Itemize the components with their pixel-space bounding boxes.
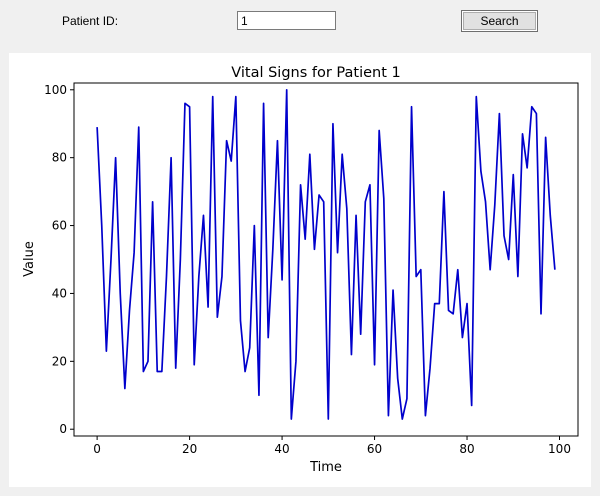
x-tick-label: 60 (367, 442, 382, 456)
x-tick-label: 20 (182, 442, 197, 456)
y-tick-label: 0 (59, 422, 67, 436)
y-axis-label: Value (22, 241, 37, 277)
y-axis: 0 20 40 60 80 100 (44, 83, 74, 436)
series-line (96, 88, 556, 420)
y-tick-label: 20 (52, 354, 67, 368)
y-tick-label: 100 (44, 83, 67, 97)
x-axis: 0 20 40 60 80 100 (93, 436, 571, 456)
y-tick-label: 80 (52, 151, 67, 165)
patient-id-label: Patient ID: (62, 14, 119, 28)
search-toolbar: Patient ID: Search (0, 0, 600, 44)
plot-panel: Vital Signs for Patient 1 0 20 40 60 80 100 0… (9, 53, 591, 487)
x-tick-label: 0 (93, 442, 101, 456)
plot-area-frame (73, 82, 579, 437)
chart-title: Vital Signs for Patient 1 (231, 65, 401, 81)
x-tick-label: 80 (459, 442, 474, 456)
x-tick-label: 40 (274, 442, 289, 456)
search-button[interactable]: Search (461, 10, 538, 32)
x-tick-label: 100 (548, 442, 571, 456)
y-tick-label: 40 (52, 286, 67, 300)
patient-id-input[interactable] (237, 11, 336, 30)
y-tick-label: 60 (52, 219, 67, 233)
vital-signs-chart: Vital Signs for Patient 1 0 20 40 60 80 100 0… (22, 65, 579, 475)
x-axis-label: Time (309, 460, 342, 475)
